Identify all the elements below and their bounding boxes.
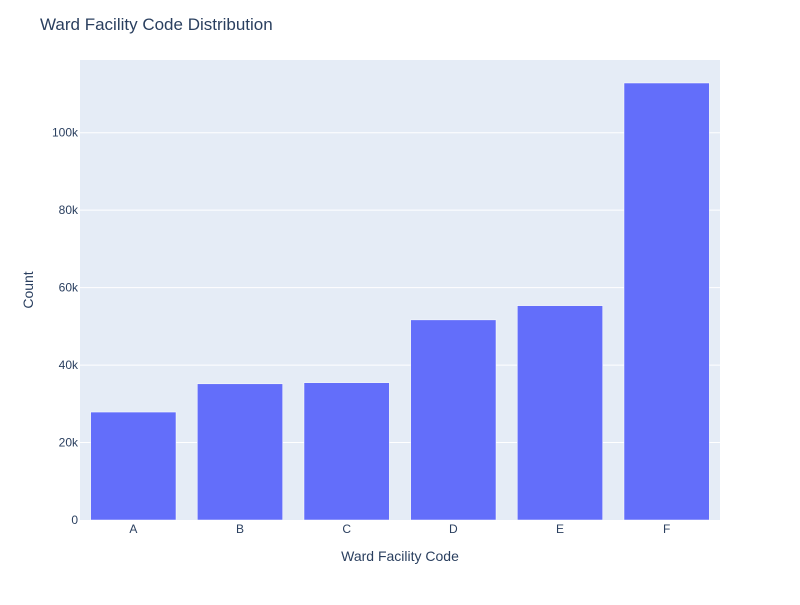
y-tick-label: 60k bbox=[59, 281, 79, 295]
x-tick-label: A bbox=[129, 522, 137, 536]
y-axis-ticks: 0 20k 40k 60k 80k 100k bbox=[52, 126, 79, 527]
bar-C bbox=[303, 382, 390, 521]
gridlines bbox=[80, 132, 720, 444]
x-tick-label: C bbox=[342, 522, 351, 536]
x-axis-title: Ward Facility Code bbox=[341, 548, 459, 564]
x-tick-label: F bbox=[663, 522, 670, 536]
y-tick-label: 100k bbox=[52, 126, 79, 140]
x-axis-ticks: A B C D E F bbox=[129, 522, 670, 536]
bar-D bbox=[410, 319, 497, 521]
bar-F bbox=[623, 82, 710, 521]
y-axis-title: Count bbox=[20, 271, 36, 308]
y-tick-label: 20k bbox=[59, 436, 79, 450]
x-tick-label: E bbox=[556, 522, 564, 536]
bar-B bbox=[197, 383, 283, 521]
y-tick-label: 40k bbox=[59, 358, 79, 372]
plot-area bbox=[80, 60, 720, 520]
bars bbox=[90, 82, 710, 521]
x-tick-label: B bbox=[236, 522, 244, 536]
bar-E bbox=[517, 305, 603, 521]
y-tick-label: 80k bbox=[59, 203, 79, 217]
chart-title: Ward Facility Code Distribution bbox=[40, 15, 273, 34]
x-tick-label: D bbox=[449, 522, 458, 536]
y-tick-label: 0 bbox=[71, 513, 78, 527]
bar-A bbox=[90, 411, 177, 521]
